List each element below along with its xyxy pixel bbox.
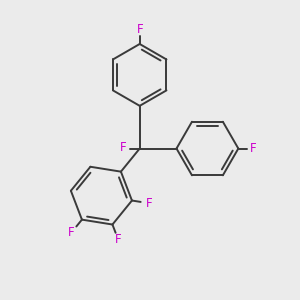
Text: F: F <box>120 141 127 154</box>
Text: F: F <box>136 23 143 36</box>
Text: F: F <box>146 196 152 210</box>
Text: F: F <box>68 226 74 239</box>
Text: F: F <box>250 142 257 155</box>
Text: F: F <box>115 233 122 246</box>
